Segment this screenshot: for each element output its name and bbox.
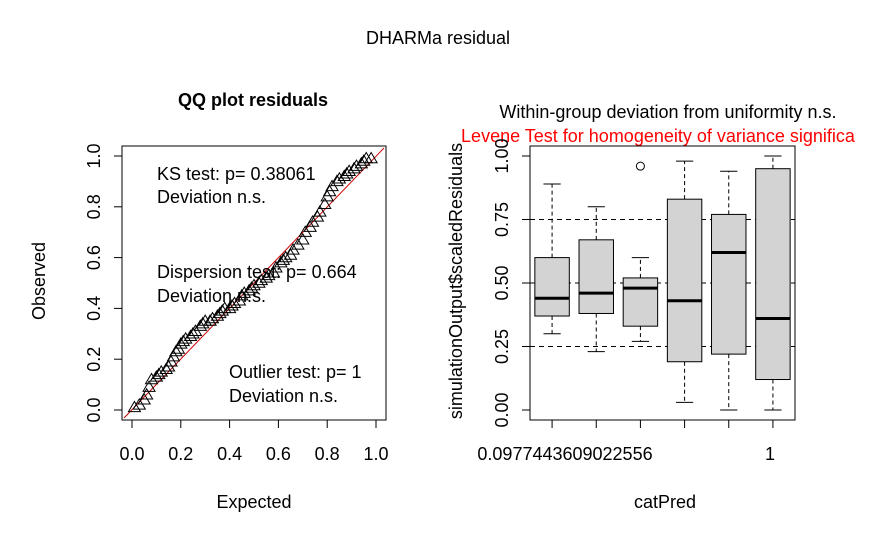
box-group	[666, 160, 703, 403]
ks-test-label: KS test: p= 0.38061	[157, 164, 316, 184]
boxplot-y-axis: 0.00 0.25 0.50 0.75 1.00	[492, 138, 531, 428]
boxplot-y-axis-label: simulationOutput$scaledResiduals	[446, 143, 466, 419]
qq-y-tick-label: 0.4	[84, 296, 104, 321]
qq-point	[278, 250, 293, 263]
qq-y-tick-label: 0.2	[84, 347, 104, 372]
qq-x-tick-label: 0.2	[168, 444, 193, 464]
box-iqr	[666, 198, 703, 363]
qq-x-axis-label: Expected	[216, 492, 291, 512]
boxplot-x-tick-label-first: 0.0977443609022556	[477, 444, 652, 464]
qq-x-tick-label: 0.0	[119, 444, 144, 464]
qq-point	[142, 380, 156, 392]
qq-point	[313, 204, 327, 217]
boxplot-title-line1: Within-group deviation from uniformity n…	[499, 102, 836, 122]
boxplot-y-tick-label: 0.00	[492, 392, 512, 427]
qq-x-tick-label: 1.0	[363, 444, 388, 464]
qq-x-tick-label: 0.8	[315, 444, 340, 464]
qq-y-axis: 0.0 0.2 0.4 0.6 0.8 1.0	[84, 143, 123, 423]
qq-point	[261, 268, 276, 281]
box-iqr	[578, 239, 614, 314]
qq-points	[127, 151, 378, 413]
boxes	[534, 155, 791, 411]
dispersion-test-label: Dispersion test: p= 0.664	[157, 262, 357, 282]
boxplot-y-tick-label: 0.25	[492, 329, 512, 364]
outlier-test-label: Outlier test: p= 1	[229, 362, 362, 382]
box-group	[711, 170, 747, 411]
qq-point	[364, 151, 378, 164]
boxplot-y-tick-label: 1.00	[492, 138, 512, 173]
qq-point	[227, 296, 242, 309]
box-iqr	[534, 257, 570, 317]
figure-title: DHARMa residual	[366, 28, 510, 48]
qq-point	[127, 400, 142, 413]
box-iqr	[755, 168, 791, 381]
qq-y-tick-label: 0.6	[84, 245, 104, 270]
boxplot-title-line2: Levene Test for homogeneity of variance …	[461, 126, 856, 146]
qq-x-tick-label: 0.4	[217, 444, 242, 464]
qq-point	[295, 232, 310, 245]
outlier-point	[635, 161, 645, 171]
box-group	[755, 155, 791, 411]
qq-point	[317, 197, 332, 209]
qq-plot-panel: QQ plot residuals 0.0 0.2 0.4 0.6 0.8 1.0 0.0…	[29, 90, 389, 512]
qq-x-axis: 0.0 0.2 0.4 0.6 0.8 1.0	[119, 419, 389, 464]
qq-title: QQ plot residuals	[178, 90, 328, 110]
reference-lines	[530, 219, 795, 347]
box-group	[622, 161, 659, 342]
qq-point	[186, 326, 200, 339]
boxplot-x-tick-label-last: 1	[765, 444, 775, 464]
qq-point	[169, 344, 183, 357]
boxplot-y-tick-label: 0.50	[492, 265, 512, 300]
outlier-test-deviation: Deviation n.s.	[229, 386, 338, 406]
qq-x-tick-label: 0.6	[266, 444, 291, 464]
qq-y-axis-label: Observed	[29, 242, 49, 320]
qq-point	[139, 387, 154, 400]
boxplot-x-axis-label: catPred	[634, 492, 696, 512]
qq-y-tick-label: 0.0	[84, 397, 104, 422]
box-group	[534, 183, 570, 335]
box-iqr	[622, 277, 659, 327]
boxplot-panel: Within-group deviation from uniformity n…	[446, 102, 856, 512]
boxplot-x-axis	[551, 419, 774, 428]
box-group	[578, 206, 614, 353]
qq-reference-line	[123, 147, 385, 419]
boxplot-y-tick-label: 0.75	[492, 202, 512, 237]
ks-test-deviation: Deviation n.s.	[157, 187, 266, 207]
qq-y-tick-label: 0.8	[84, 194, 104, 219]
dispersion-test-deviation: Deviation n.s.	[157, 286, 266, 306]
box-iqr	[711, 213, 747, 355]
qq-point	[159, 362, 174, 375]
qq-y-tick-label: 1.0	[84, 143, 104, 168]
